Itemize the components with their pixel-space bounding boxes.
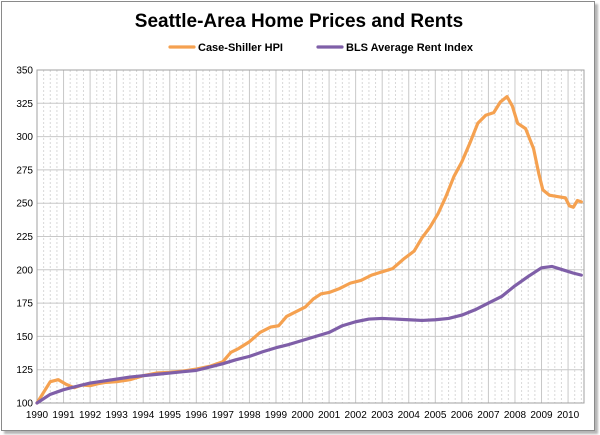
x-tick-label: 1999 [265,410,288,421]
y-tick-label: 325 [16,99,33,110]
x-tick-label: 2001 [318,410,341,421]
x-tick-label: 2003 [371,410,394,421]
y-tick-label: 175 [16,299,33,310]
x-tick-label: 2009 [530,410,553,421]
chart-title: Seattle-Area Home Prices and Rents [135,11,463,32]
x-tick-label: 2010 [557,410,580,421]
x-tick-label: 1997 [212,410,235,421]
y-tick-label: 125 [16,365,33,376]
y-tick-label: 275 [16,165,33,176]
x-tick-label: 1998 [238,410,261,421]
x-tick-label: 1996 [185,410,208,421]
legend-label: BLS Average Rent Index [346,42,474,54]
x-tick-label: 2002 [345,410,368,421]
x-tick-label: 2005 [424,410,447,421]
y-tick-label: 100 [16,399,33,410]
x-tick-label: 1995 [159,410,182,421]
series-line-bls-rent-index [35,264,583,405]
x-tick-label: 2006 [451,410,474,421]
plot-border [36,69,585,404]
legend: Case-Shiller HPI BLS Average Rent Index [168,42,474,54]
legend-label: Case-Shiller HPI [198,42,283,54]
x-tick-label: 2004 [398,410,421,421]
x-tick-label: 1991 [52,410,75,421]
y-tick-label: 250 [16,199,33,210]
y-tick-label: 350 [16,66,33,77]
x-tick-label: 2000 [291,410,314,421]
x-tick-label: 1990 [26,410,49,421]
x-tick-label: 1992 [79,410,102,421]
x-tick-label: 1993 [106,410,129,421]
y-tick-label: 300 [16,132,33,143]
y-tick-label: 225 [16,232,33,243]
y-tick-label: 150 [16,332,33,343]
x-tick-label: 1994 [132,410,155,421]
x-tick-label: 2008 [504,410,527,421]
y-tick-label: 200 [16,265,33,276]
x-tick-label: 2007 [477,410,500,421]
series-line-case-shiller-hpi [35,95,583,405]
